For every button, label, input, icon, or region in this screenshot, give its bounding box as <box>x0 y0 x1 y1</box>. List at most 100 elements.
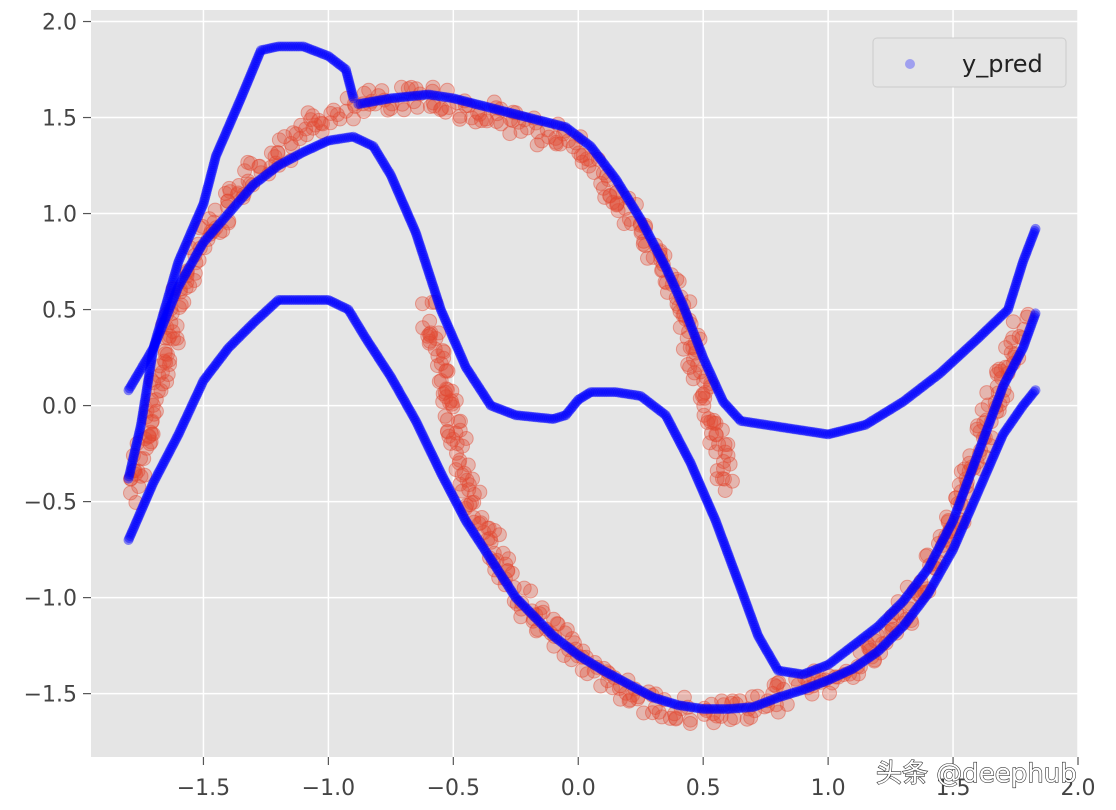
target-point <box>415 320 431 336</box>
y-pred-point <box>150 336 161 347</box>
x-tick-label: −0.5 <box>427 776 480 801</box>
target-point <box>957 461 972 477</box>
y-pred-point <box>168 273 179 284</box>
target-point <box>593 678 609 694</box>
target-point <box>126 463 142 478</box>
target-point <box>956 514 972 530</box>
target-point <box>690 327 706 343</box>
target-point <box>884 617 900 633</box>
y-pred-point <box>126 379 137 390</box>
target-point <box>771 674 787 690</box>
grid <box>91 10 1079 757</box>
target-point <box>813 674 829 690</box>
target-point <box>1011 329 1027 344</box>
target-point <box>305 108 321 124</box>
target-point <box>641 684 657 700</box>
y-pred-point <box>128 377 138 388</box>
target-point <box>438 104 454 120</box>
target-point <box>600 172 616 187</box>
y-pred-point <box>212 147 223 157</box>
target-point <box>685 340 701 356</box>
target-point <box>644 687 660 703</box>
target-point <box>396 102 412 118</box>
target-point <box>314 124 330 140</box>
target-point <box>645 249 661 265</box>
target-point <box>621 693 637 709</box>
target-point <box>867 652 882 668</box>
legend-label: y_pred <box>962 50 1043 78</box>
target-point <box>943 523 959 539</box>
y-pred-point <box>139 358 150 369</box>
target-point <box>437 384 453 400</box>
target-point <box>153 383 169 399</box>
legend-marker <box>905 59 915 69</box>
target-point <box>270 145 286 161</box>
target-point <box>374 83 390 99</box>
target-point <box>346 96 362 112</box>
target-point <box>163 301 179 317</box>
target-point <box>726 710 742 726</box>
y-pred-point <box>152 330 163 341</box>
target-point <box>449 445 464 461</box>
target-point <box>620 672 636 688</box>
target-point <box>218 185 233 201</box>
target-point <box>822 685 837 701</box>
x-tick-label: 0.0 <box>561 776 596 801</box>
target-point <box>292 131 308 147</box>
target-point <box>169 318 185 334</box>
target-point <box>123 485 138 501</box>
target-point <box>361 82 377 98</box>
target-point <box>939 509 954 525</box>
target-point <box>376 92 392 108</box>
target-point <box>539 122 555 138</box>
target-point <box>953 464 969 479</box>
target-point <box>568 135 584 151</box>
target-point <box>440 424 456 440</box>
target-point <box>137 467 153 483</box>
target-point <box>851 666 867 682</box>
target-point <box>461 477 477 493</box>
target-point <box>243 155 259 171</box>
y-pred-point <box>236 91 247 102</box>
target-point <box>990 385 1006 401</box>
y-pred-point <box>172 260 183 271</box>
target-point <box>188 255 204 271</box>
target-point <box>616 216 632 232</box>
target-point <box>201 211 217 227</box>
y-pred-point <box>165 284 176 294</box>
y-pred-point <box>186 226 197 237</box>
target-point <box>139 403 155 419</box>
target-point <box>176 294 192 310</box>
target-point <box>976 415 992 431</box>
target-point <box>708 427 724 443</box>
target-point <box>776 681 791 697</box>
target-point <box>179 268 195 284</box>
target-point <box>766 677 782 693</box>
target-point <box>161 330 177 346</box>
y-pred-point <box>208 159 219 170</box>
y-tick-label: 1.5 <box>42 107 77 132</box>
target-point <box>919 547 935 563</box>
target-point <box>693 364 708 380</box>
target-point <box>566 635 582 651</box>
target-point <box>953 484 969 500</box>
target-point <box>651 704 667 720</box>
target-point <box>1014 330 1030 346</box>
target-point <box>162 352 178 368</box>
target-point <box>675 341 691 357</box>
target-point <box>157 343 173 359</box>
target-point <box>156 353 172 369</box>
target-point <box>208 220 224 236</box>
target-point <box>179 263 195 279</box>
target-point <box>367 96 383 112</box>
target-point <box>673 289 689 305</box>
target-point <box>458 431 474 446</box>
target-point <box>263 159 279 175</box>
target-point <box>725 693 741 709</box>
target-point <box>438 389 454 405</box>
target-point <box>508 105 524 121</box>
y-pred-point <box>184 230 195 241</box>
target-point <box>236 186 252 202</box>
target-point <box>885 621 901 637</box>
target-point <box>268 155 284 171</box>
